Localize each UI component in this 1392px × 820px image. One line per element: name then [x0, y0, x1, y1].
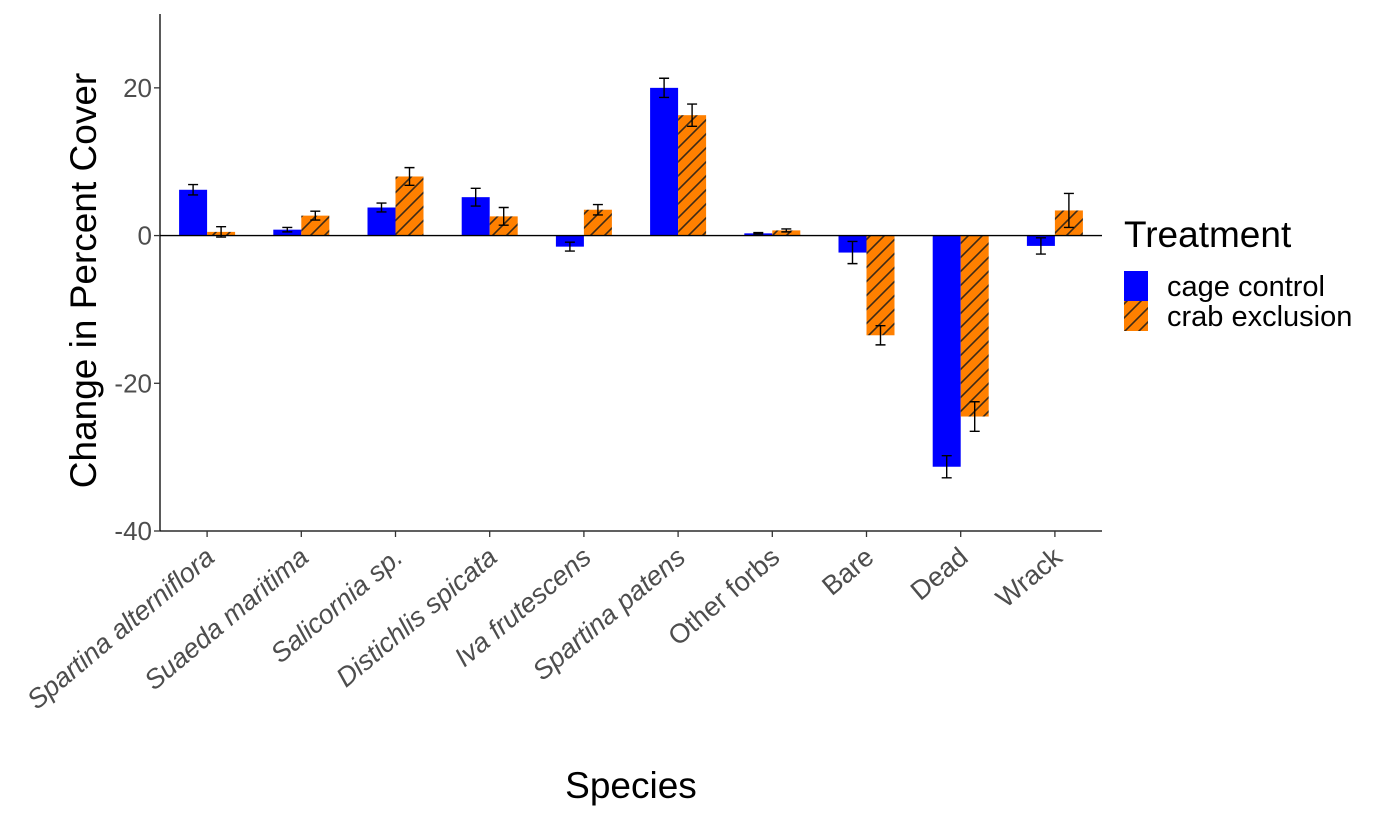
bar-crab-exclusion [960, 235, 989, 417]
error-bar [282, 226, 293, 233]
y-tick-label: -40 [114, 516, 152, 546]
legend-label: crab exclusion [1167, 301, 1352, 333]
error-bar [941, 454, 952, 479]
legend-swatch-cage-control [1124, 271, 1148, 301]
legend-label: cage control [1167, 271, 1325, 303]
error-bar [1063, 192, 1074, 229]
error-bar [659, 77, 670, 99]
x-axis-title: Species [565, 765, 697, 806]
bar-cage-control [932, 235, 961, 467]
error-bar [969, 401, 980, 432]
error-bar [188, 183, 199, 196]
bar-cage-control [650, 87, 679, 236]
y-tick-label: 20 [123, 73, 152, 103]
bar-cage-control [179, 189, 208, 236]
error-bar [404, 166, 415, 187]
bar-crab-exclusion [489, 216, 518, 236]
plot-area [179, 77, 1083, 479]
error-bar [687, 103, 698, 127]
x-tick-label: Wrack [990, 541, 1068, 613]
error-bar [847, 240, 858, 265]
x-tick-label: Bare [816, 542, 879, 602]
error-bar [781, 228, 792, 233]
bar-crab-exclusion [772, 230, 801, 236]
bar-crab-exclusion [678, 115, 707, 236]
error-bar [498, 206, 509, 226]
bar-crab-exclusion [866, 235, 895, 336]
x-tick-label: Distichlis spicata [330, 542, 502, 693]
bar-crab-exclusion [301, 215, 330, 236]
legend-swatch-crab-exclusion [1124, 301, 1148, 331]
bar-cage-control [555, 235, 584, 247]
error-bar [564, 241, 575, 252]
y-tick-label: -20 [114, 368, 152, 398]
y-axis-title: Change in Percent Cover [63, 73, 104, 488]
y-tick-label: 0 [138, 221, 152, 251]
x-tick-label: Dead [905, 542, 974, 606]
error-bar [376, 202, 387, 213]
bar-crab-exclusion [395, 176, 424, 236]
legend-title: Treatment [1124, 214, 1292, 255]
x-tick-label: Suaeda maritima [139, 542, 315, 696]
error-bar [875, 324, 886, 346]
error-bar [753, 231, 764, 235]
bar-cage-control [273, 229, 302, 236]
error-bar [470, 187, 481, 207]
error-bar [310, 210, 321, 221]
error-bar [592, 203, 603, 216]
error-bar [1035, 237, 1046, 255]
